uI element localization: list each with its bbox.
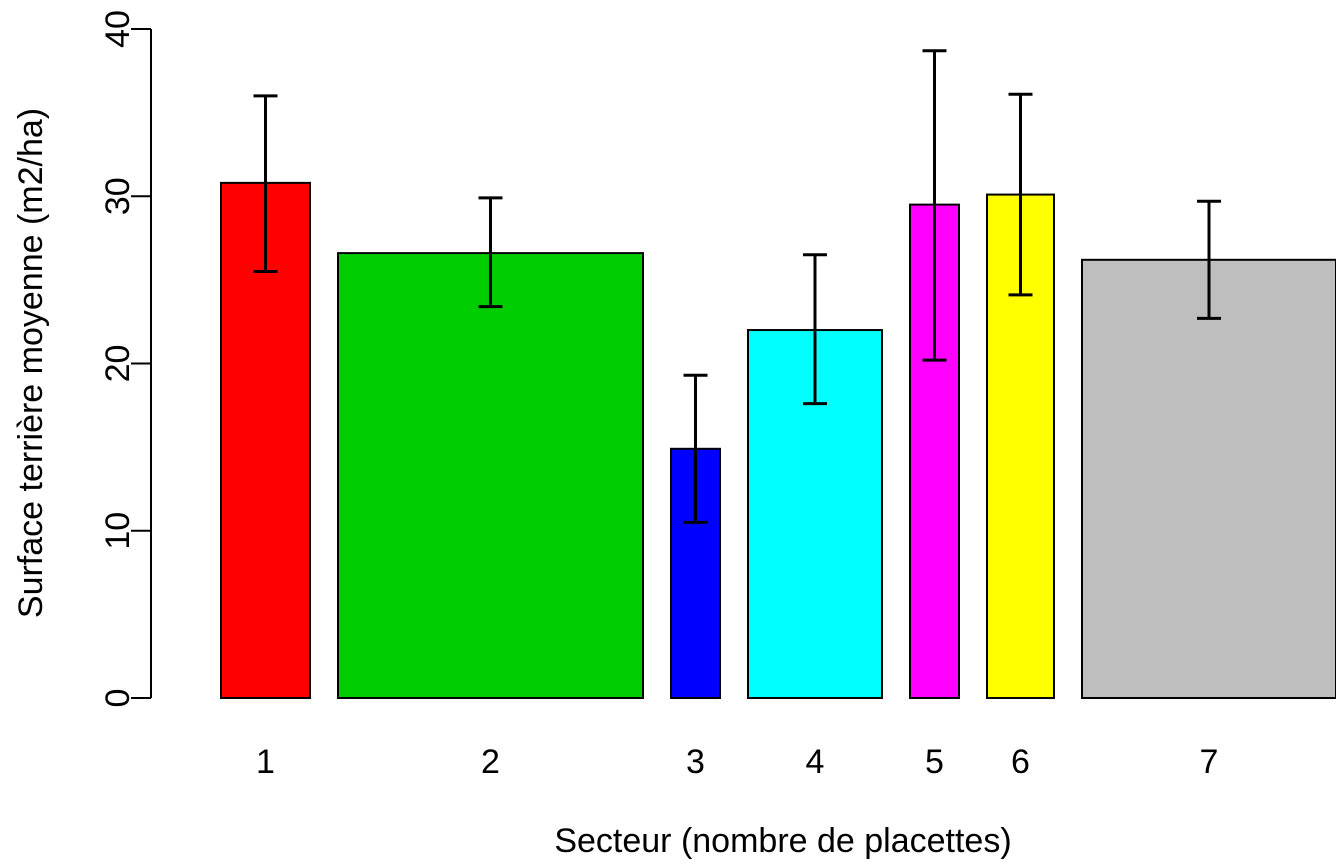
x-tick-label: 1 [256,743,275,781]
bar-secteur-5 [909,203,960,700]
error-bar-secteur-2 [478,196,503,309]
x-tick-labels: 1 2 3 4 5 6 7 [256,743,1218,781]
y-tick-label: 20 [99,345,137,383]
y-tick-label: 0 [99,689,137,708]
bars-layer [220,181,1336,700]
y-axis: 0 10 20 30 40 [99,10,152,708]
x-tick-label: 3 [686,743,705,781]
x-axis-label: Secteur (nombre de placettes) [554,822,1011,860]
bar-secteur-7 [1081,258,1336,699]
error-bar-secteur-3 [683,373,708,524]
x-tick-label: 5 [925,743,944,781]
y-tick-label: 10 [99,512,137,550]
y-tick-label: 30 [99,177,137,215]
bar-secteur-2 [337,252,644,700]
bar-secteur-6 [986,193,1055,699]
y-tick-label: 40 [99,10,137,48]
x-tick-label: 7 [1200,743,1219,781]
error-bar-secteur-6 [1008,92,1033,297]
y-axis-label: Surface terrière moyenne (m2/ha) [12,108,50,618]
error-bars-layer [253,49,1221,524]
x-tick-label: 4 [806,743,825,781]
error-bar-secteur-7 [1197,199,1221,320]
error-bar-secteur-1 [253,94,278,274]
error-bar-secteur-5 [922,49,947,362]
error-bar-secteur-4 [803,253,827,406]
x-tick-label: 6 [1011,743,1030,781]
x-tick-label: 2 [481,743,500,781]
